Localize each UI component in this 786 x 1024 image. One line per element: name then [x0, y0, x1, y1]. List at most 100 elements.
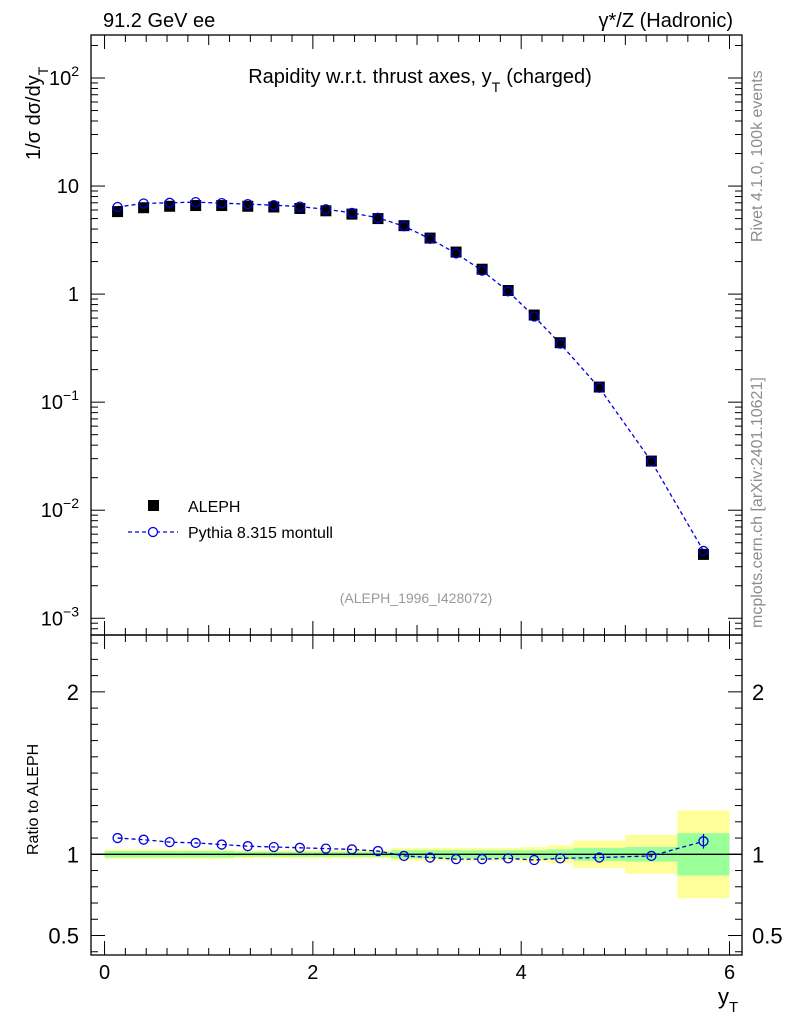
ratio-point [646, 850, 657, 862]
data-point [697, 548, 709, 560]
mc-point [424, 233, 436, 244]
mc-point [503, 286, 514, 297]
main-frame [90, 34, 743, 636]
ratio-panel: 0.5 0.5 1 1 2 2 0 2 4 6 Ratio to ALEPH yT [25, 634, 783, 1016]
data-point [268, 201, 280, 213]
data-point [242, 200, 254, 212]
mc-point [138, 198, 149, 209]
header-energy: 91.2 GeV ee [103, 10, 215, 32]
mc-point [320, 204, 332, 215]
ratio-frame [90, 634, 743, 956]
data-point [645, 455, 657, 467]
ratio-point [164, 836, 175, 848]
mc-series [112, 196, 709, 557]
legend-marker-aleph [148, 500, 159, 511]
data-point [398, 220, 410, 232]
legend-marker-mc [147, 526, 159, 538]
legend-label-mc: Pythia 8.315 montull [188, 525, 333, 542]
ratio-point [320, 843, 332, 854]
chart-title-sub: T [492, 79, 501, 95]
data-point [450, 246, 462, 258]
mc-point [112, 201, 123, 213]
ratio-y-tick-label-right: 1 [752, 842, 764, 867]
mc-point [242, 198, 253, 210]
y-tick-label: 102 [49, 63, 79, 90]
y-tick-label: 10−3 [41, 603, 79, 630]
ratio-y-tick-label: 2 [67, 680, 79, 705]
mc-point [346, 207, 358, 218]
y-tick-label: 10−1 [41, 387, 79, 414]
mc-point [698, 545, 709, 557]
mc-point [268, 200, 279, 211]
legend-label-aleph: ALEPH [188, 499, 240, 516]
legend: ALEPH Pythia 8.315 montull [128, 499, 333, 542]
ratio-point [450, 854, 462, 865]
x-tick-label: 0 [99, 962, 110, 984]
ratio-point [424, 852, 436, 863]
ratio-point [346, 844, 358, 855]
ratio-axis-ticks [91, 635, 742, 955]
ratio-y-tick-label: 0.5 [48, 924, 79, 949]
x-axis-label-sub: T [729, 999, 738, 1016]
mc-point [555, 338, 566, 349]
ratio-y-tick-label-right: 2 [752, 680, 764, 705]
x-tick-label: 2 [307, 962, 318, 984]
mc-point [646, 456, 657, 467]
ratio-y-label: Ratio to ALEPH [25, 744, 42, 855]
data-point [593, 381, 605, 393]
ratio-point [190, 837, 201, 849]
rivet-label: Rivet 4.1.0, 100k events [749, 70, 766, 242]
main-y-label-sub: T [35, 66, 51, 75]
ratio-point [476, 854, 488, 865]
data-point [476, 263, 488, 275]
ratio-y-tick-label-right: 0.5 [752, 924, 783, 949]
data-point [190, 200, 202, 212]
mc-point [398, 221, 410, 232]
ratio-series-line [117, 837, 704, 861]
ratio-y-tick-labels: 0.5 0.5 1 1 2 2 [48, 680, 782, 949]
ratio-point [398, 850, 410, 862]
mc-point [372, 212, 384, 223]
ratio-point [529, 854, 540, 866]
data-point [216, 200, 228, 212]
data-point [320, 205, 332, 217]
x-axis-label: yT [718, 984, 738, 1016]
ratio-series [112, 832, 709, 866]
ratio-point [698, 836, 709, 847]
data-point [294, 202, 306, 214]
header-process: γ*/Z (Hadronic) [599, 10, 733, 32]
data-point [372, 213, 384, 225]
data-point [528, 309, 540, 321]
mc-point [450, 248, 462, 259]
ratio-point [503, 853, 514, 864]
chart-title: Rapidity w.r.t. thrust axes, yT (charged) [248, 66, 592, 95]
main-y-label: 1/σ dσ/dyT [23, 66, 51, 160]
mcplots-label: mcplots.cern.ch [arXiv:2401.10621] [749, 377, 766, 628]
mc-point [294, 201, 305, 212]
ratio-point [594, 852, 605, 863]
ratio-y-tick-label: 1 [67, 842, 79, 867]
y-tick-label: 10 [57, 176, 79, 198]
ratio-point [372, 845, 384, 857]
mc-point [190, 196, 201, 208]
ratio-point [242, 841, 253, 852]
mc-point [216, 197, 227, 209]
data-point [346, 208, 358, 220]
mc-point [594, 382, 605, 393]
main-axis-ticks [91, 35, 742, 636]
chart-title-suffix: (charged) [506, 66, 592, 88]
x-tick-label: 6 [724, 962, 735, 984]
x-tick-labels: 0 2 4 6 [99, 962, 735, 984]
x-tick-label: 4 [516, 962, 527, 984]
analysis-id: (ALEPH_1996_I428072) [340, 590, 493, 606]
ratio-point [294, 842, 305, 853]
data-point [554, 337, 566, 349]
ratio-point [555, 853, 566, 864]
mc-point [164, 197, 175, 208]
data-point [424, 232, 436, 244]
ratio-point [216, 839, 227, 850]
main-y-tick-labels: 10−3 10−2 10−1 1 10 102 [41, 63, 79, 630]
y-tick-label: 10−2 [41, 495, 79, 522]
